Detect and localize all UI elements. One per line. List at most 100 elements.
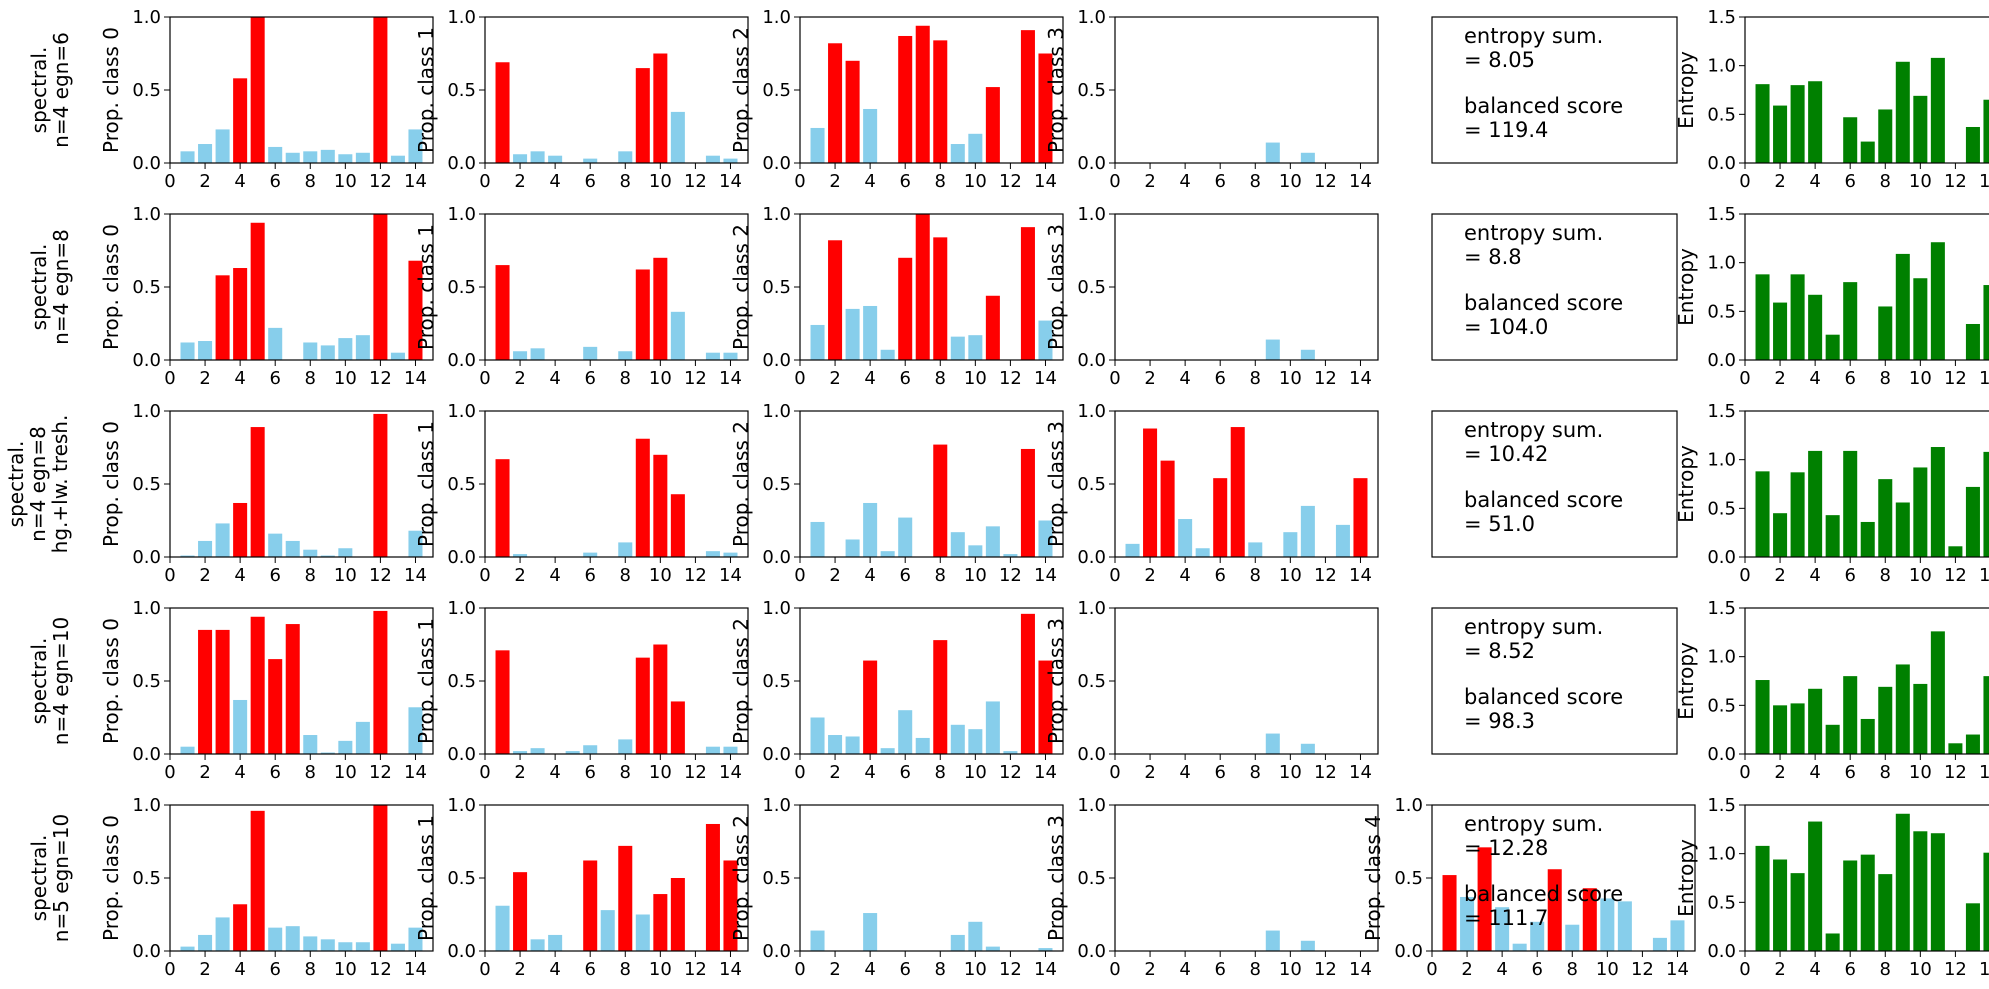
prop-panel-0-2: 0 2 4 6 8 10 12 14 0.0 0.5 1.0 Prop. class 2	[729, 7, 1064, 192]
r1-class2-xtick-label: 2	[829, 368, 840, 389]
r0-class0-xtick-label: 0	[164, 171, 175, 192]
r4-entropy-bar-4	[1825, 933, 1840, 951]
r3-entropy-xtick-label: 10	[1909, 762, 1932, 783]
r0-class0-xtick-label: 14	[404, 171, 427, 192]
r1-class0-frame	[169, 213, 434, 361]
r2-class0-xtick-label: 14	[404, 565, 427, 586]
prop-panel-2-1: 0 2 4 6 8 10 12 14 0.0 0.5 1.0 Prop. class 1	[414, 401, 749, 586]
r4-class0-frame	[169, 804, 434, 952]
prop-panel-3-3: 0 2 4 6 8 10 12 14 0.0 0.5 1.0 Prop. class 3	[1044, 598, 1379, 783]
prop-panel-3-2: 0 2 4 6 8 10 12 14 0.0 0.5 1.0 Prop. class 2	[729, 598, 1064, 783]
info-box-frame	[1431, 16, 1678, 164]
r2-class3-bar-7	[1248, 542, 1263, 557]
r3-class0-bar-4	[250, 616, 265, 754]
r2-class2-bar-4	[880, 551, 895, 557]
r2-entropy-ylabel: Entropy	[1674, 445, 1698, 523]
r2-entropy-bar-6	[1860, 521, 1875, 557]
r0-class3-xtick-label: 2	[1144, 171, 1155, 192]
r2-class2-xtick-label: 6	[899, 565, 910, 586]
r3-class2-bar-5	[898, 710, 913, 754]
info-text-line: entropy sum.	[1464, 812, 1603, 836]
r3-class2-bar-4	[880, 748, 895, 754]
r0-class1-ytick-label: 0.5	[447, 80, 476, 101]
r1-class1-bar-10	[670, 311, 685, 360]
r2-class2-ytick-label: 0.5	[762, 474, 791, 495]
r3-class0-xtick-label: 10	[334, 762, 357, 783]
r3-class2-xtick-label: 10	[964, 762, 987, 783]
r4-class1-bar-9	[653, 894, 668, 951]
r0-class1-bar-8	[635, 68, 650, 163]
r0-class3-ytick-label: 0.0	[1077, 153, 1106, 174]
r1-class0-bar-7	[303, 342, 318, 360]
r4-class2-frame	[799, 804, 1064, 952]
r1-entropy-bar-8	[1895, 253, 1910, 360]
r0-entropy-xtick-label: 12	[1944, 171, 1967, 192]
r3-class1-xtick-label: 12	[684, 762, 707, 783]
r0-class3-ylabel: Prop. class 3	[1044, 27, 1068, 153]
r1-class2-bar-3	[863, 305, 878, 360]
prop-panel-3-1: 0 2 4 6 8 10 12 14 0.0 0.5 1.0 Prop. class 1	[414, 598, 749, 783]
r2-class3-xtick-label: 12	[1314, 565, 1337, 586]
r2-entropy-xtick-label: 0	[1739, 565, 1750, 586]
r3-entropy-bar-1	[1773, 705, 1788, 754]
r1-class3-ytick-label: 1.0	[1077, 204, 1106, 225]
r0-class0-bar-13	[408, 129, 423, 163]
prop-panel-1-3: 0 2 4 6 8 10 12 14 0.0 0.5 1.0 Prop. class 3	[1044, 204, 1379, 389]
r1-entropy-ytick-label: 1.5	[1707, 204, 1736, 225]
r2-class0-xtick-label: 12	[369, 565, 392, 586]
r0-class0-bar-12	[390, 155, 405, 163]
r4-class4-bar-0	[1442, 875, 1457, 951]
r0-class2-bar-8	[950, 144, 965, 163]
r2-class1-bar-5	[583, 552, 598, 557]
r4-class3-xtick-label: 6	[1214, 959, 1225, 980]
r0-class0-xtick-label: 8	[305, 171, 316, 192]
r3-entropy-xtick-label: 2	[1774, 762, 1785, 783]
info-text-line: balanced score	[1464, 488, 1623, 512]
r2-class2-bar-0	[810, 521, 825, 557]
entropy-panel-2: 0 2 4 6 8 10 12 14 0.0 0.5 1.0 1.5 Entropy	[1674, 401, 1989, 586]
r2-class0-ylabel: Prop. class 0	[99, 421, 123, 547]
r3-class1-bar-4	[565, 751, 580, 754]
r2-entropy-bar-1	[1773, 513, 1788, 557]
r0-class1-bar-5	[583, 158, 598, 163]
r3-class3-bar-10	[1300, 743, 1315, 754]
r2-class0-bar-9	[338, 548, 353, 557]
r2-class3-xtick-label: 10	[1279, 565, 1302, 586]
r0-class1-bar-2	[530, 151, 545, 163]
r3-class1-bar-7	[618, 739, 633, 754]
info-text-line: entropy sum.	[1464, 221, 1603, 245]
r3-class0-ytick-label: 1.0	[132, 598, 161, 619]
r0-class0-bar-7	[303, 151, 318, 163]
r4-entropy-xtick-label: 8	[1880, 959, 1891, 980]
r1-class0-ylabel: Prop. class 0	[99, 224, 123, 350]
r3-class2-xtick-label: 0	[794, 762, 805, 783]
r3-class0-bar-6	[285, 624, 300, 754]
r0-class1-xtick-label: 10	[649, 171, 672, 192]
r1-class0-bar-2	[215, 275, 230, 360]
r4-class1-xtick-label: 6	[584, 959, 595, 980]
r0-class0-ylabel: Prop. class 0	[99, 27, 123, 153]
r0-class1-bar-12	[705, 155, 720, 163]
r3-class1-bar-10	[670, 701, 685, 754]
r4-class0-bar-3	[233, 904, 248, 951]
r1-entropy-bar-3	[1808, 294, 1823, 360]
r0-entropy-xtick-label: 10	[1909, 171, 1932, 192]
r1-class1-bar-8	[635, 269, 650, 360]
r3-class1-bar-1	[513, 751, 528, 754]
r0-class2-xtick-label: 8	[935, 171, 946, 192]
info-text-line: entropy sum.	[1464, 24, 1603, 48]
r3-entropy-xtick-label: 4	[1809, 762, 1820, 783]
r1-class0-xtick-label: 6	[269, 368, 280, 389]
r3-entropy-xtick-label: 12	[1944, 762, 1967, 783]
r1-class0-xtick-label: 0	[164, 368, 175, 389]
r4-class0-bar-1	[198, 934, 213, 951]
prop-panel-4-2: 0 2 4 6 8 10 12 14 0.0 0.5 1.0 Prop. class 2	[729, 795, 1064, 980]
r0-entropy-bar-8	[1895, 61, 1910, 164]
r4-class0-ylabel: Prop. class 0	[99, 815, 123, 941]
r0-class3-bar-8	[1265, 142, 1280, 163]
r3-class1-frame	[484, 607, 749, 755]
r4-class4-xtick-label: 10	[1596, 959, 1619, 980]
r1-class0-bar-1	[198, 341, 213, 360]
r1-class3-xtick-label: 4	[1179, 368, 1190, 389]
r3-class2-xtick-label: 6	[899, 762, 910, 783]
